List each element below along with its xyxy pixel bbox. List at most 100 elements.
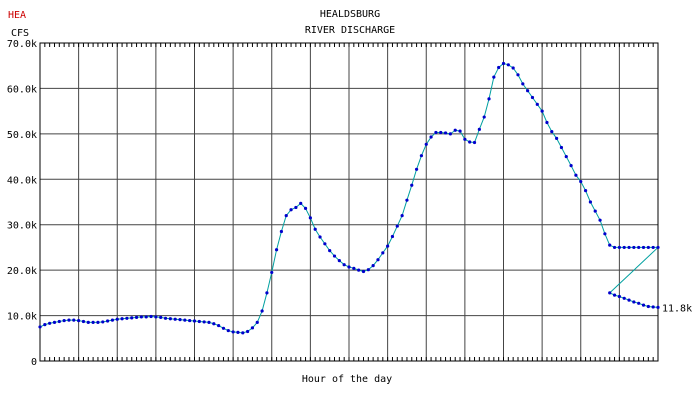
data-point bbox=[622, 245, 626, 250]
data-point bbox=[173, 317, 177, 321]
data-point bbox=[376, 258, 380, 262]
data-point bbox=[207, 320, 211, 324]
data-point bbox=[439, 130, 443, 135]
data-point bbox=[656, 305, 660, 309]
data-point bbox=[612, 245, 617, 250]
data-point bbox=[564, 154, 568, 159]
data-point bbox=[144, 315, 148, 319]
data-point bbox=[110, 318, 115, 322]
data-point bbox=[217, 323, 221, 328]
data-point bbox=[313, 227, 317, 231]
data-point bbox=[622, 296, 626, 300]
data-point bbox=[386, 244, 390, 248]
data-point bbox=[603, 232, 607, 236]
data-point bbox=[101, 320, 105, 324]
y-tick-label: 10.0k bbox=[7, 312, 37, 323]
data-point bbox=[641, 245, 646, 250]
data-point bbox=[410, 183, 414, 187]
last-value-label: 11.8k bbox=[662, 303, 692, 314]
data-point bbox=[521, 82, 525, 86]
data-point bbox=[569, 164, 573, 168]
data-point bbox=[86, 320, 90, 324]
data-point bbox=[501, 61, 506, 66]
data-point bbox=[236, 330, 240, 334]
data-point bbox=[163, 316, 168, 320]
data-point bbox=[197, 319, 201, 324]
y-tick-label: 50.0k bbox=[7, 130, 37, 141]
data-point bbox=[352, 266, 356, 270]
y-tick-label: 30.0k bbox=[7, 221, 37, 232]
data-point bbox=[81, 319, 86, 324]
data-point bbox=[48, 321, 52, 325]
data-point bbox=[395, 224, 399, 228]
y-tick-label: 40.0k bbox=[7, 175, 37, 186]
station-code: HEA bbox=[8, 10, 26, 21]
data-point bbox=[390, 234, 395, 239]
series-tail-line bbox=[608, 247, 659, 308]
y-tick-label: 60.0k bbox=[7, 84, 37, 95]
y-tick-label: 20.0k bbox=[7, 266, 37, 277]
data-point bbox=[265, 291, 269, 295]
data-point bbox=[632, 300, 636, 304]
data-point bbox=[588, 200, 593, 204]
data-point bbox=[574, 173, 578, 177]
data-point bbox=[612, 293, 617, 297]
data-point bbox=[405, 198, 409, 202]
data-point bbox=[583, 189, 588, 193]
data-point bbox=[400, 214, 404, 218]
data-point bbox=[134, 315, 139, 319]
data-point bbox=[424, 142, 428, 146]
data-point bbox=[284, 214, 288, 218]
data-point bbox=[632, 245, 636, 250]
data-point bbox=[443, 131, 448, 135]
data-point bbox=[159, 315, 163, 319]
data-point bbox=[38, 325, 42, 329]
data-point bbox=[535, 102, 539, 106]
data-point bbox=[260, 309, 264, 313]
data-point bbox=[318, 235, 322, 239]
data-point bbox=[337, 259, 341, 263]
data-point bbox=[458, 129, 462, 133]
data-point bbox=[130, 316, 134, 320]
data-point bbox=[303, 206, 308, 210]
data-point bbox=[241, 331, 245, 335]
data-point bbox=[434, 130, 438, 135]
data-point bbox=[540, 109, 544, 113]
data-point bbox=[192, 319, 197, 323]
data-point bbox=[96, 320, 100, 324]
data-point bbox=[115, 317, 119, 321]
data-point bbox=[617, 245, 621, 250]
data-point bbox=[646, 304, 650, 309]
data-point bbox=[231, 330, 235, 334]
data-point bbox=[651, 245, 655, 250]
data-point bbox=[202, 320, 206, 324]
data-point bbox=[361, 269, 366, 274]
data-point bbox=[579, 179, 583, 184]
discharge-series bbox=[38, 61, 660, 335]
data-point bbox=[530, 95, 535, 100]
x-axis-label: Hour of the day bbox=[302, 374, 392, 385]
data-point bbox=[641, 303, 646, 307]
data-point bbox=[559, 145, 564, 150]
data-point bbox=[188, 318, 192, 323]
data-point bbox=[270, 270, 274, 275]
data-point bbox=[637, 245, 641, 250]
data-point bbox=[67, 318, 71, 322]
data-point bbox=[414, 167, 419, 171]
data-point bbox=[593, 209, 597, 213]
data-point bbox=[357, 268, 361, 272]
data-point bbox=[448, 132, 452, 136]
data-point bbox=[299, 201, 303, 205]
data-point bbox=[371, 264, 375, 268]
data-point bbox=[487, 97, 491, 101]
chart-title: HEALDSBURG bbox=[320, 9, 380, 20]
data-point bbox=[347, 265, 351, 269]
data-point bbox=[366, 268, 370, 272]
data-point bbox=[105, 319, 110, 323]
data-point bbox=[226, 328, 230, 333]
data-point bbox=[627, 298, 631, 302]
data-point bbox=[453, 128, 457, 132]
data-point bbox=[250, 326, 255, 330]
data-point bbox=[57, 319, 61, 324]
